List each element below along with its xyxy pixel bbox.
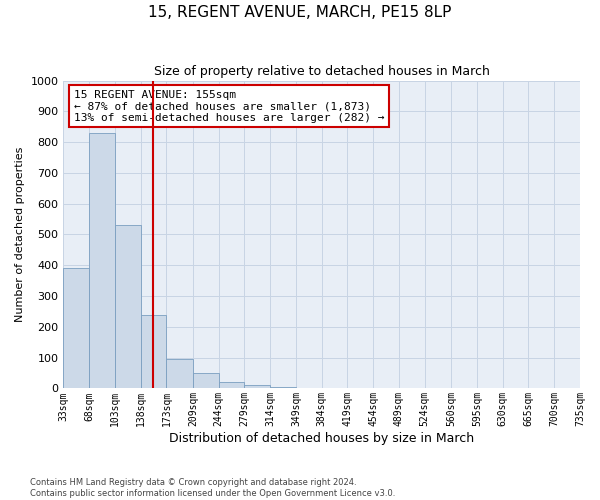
Bar (64, 268, 89, 388)
Title: Size of property relative to detached houses in March: Size of property relative to detached ho… (154, 65, 490, 78)
Bar (89, 133, 115, 388)
Text: 15, REGENT AVENUE, MARCH, PE15 8LP: 15, REGENT AVENUE, MARCH, PE15 8LP (148, 5, 452, 20)
Text: 15 REGENT AVENUE: 155sqm
← 87% of detached houses are smaller (1,873)
13% of sem: 15 REGENT AVENUE: 155sqm ← 87% of detach… (74, 90, 384, 123)
Y-axis label: Number of detached properties: Number of detached properties (15, 147, 25, 322)
X-axis label: Distribution of detached houses by size in March: Distribution of detached houses by size … (169, 432, 474, 445)
Bar (193, 373, 218, 388)
Bar (166, 359, 193, 388)
Bar (270, 387, 296, 388)
Text: Contains HM Land Registry data © Crown copyright and database right 2024.
Contai: Contains HM Land Registry data © Crown c… (30, 478, 395, 498)
Bar (115, 226, 140, 388)
Bar (218, 382, 244, 388)
Bar (244, 386, 270, 388)
Bar (140, 314, 166, 388)
